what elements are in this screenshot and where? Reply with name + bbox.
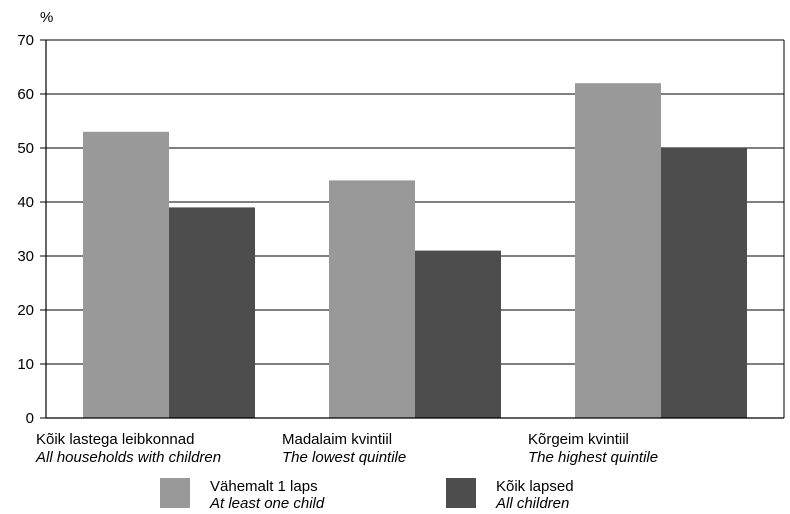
bar-series-1-category-2 [329,180,415,418]
y-tick-label: 10 [17,356,34,373]
legend-item-series-1: Vähemalt 1 laps At least one child [160,478,324,512]
legend-item-series-2: Kõik lapsed All children [446,478,574,512]
category-label-et: Kõik lastega leibkonnad [36,431,194,448]
y-tick-label: 20 [17,302,34,319]
category-label-et: Madalaim kvintiil [282,431,392,448]
legend-label-series-1-en: At least one child [210,495,325,512]
bar-series-2-category-1 [169,207,255,418]
y-tick-label: 40 [17,194,34,211]
category-label-en: All households with children [35,449,221,466]
bar-series-2-category-3 [661,148,747,418]
bar-series-2-category-2 [415,250,501,418]
y-tick-label: 60 [17,86,34,103]
category-label-en: The highest quintile [528,449,658,466]
bar-series-1-category-1 [83,131,169,419]
y-axis-unit-label: % [40,9,53,26]
y-tick-label: 50 [17,140,34,157]
axes [45,40,785,419]
y-tick-label: 30 [17,248,34,265]
y-tick-label: 0 [26,410,34,427]
legend-label-series-2-en: All children [496,495,570,512]
legend-swatch-series-1 [160,478,190,508]
legend-label-series-1-et: Vähemalt 1 laps [210,478,318,495]
category-label-et: Kõrgeim kvintiil [528,431,629,448]
bars [83,83,747,419]
legend-label-series-2-et: Kõik lapsed [496,478,574,495]
y-tick-label: 70 [17,32,34,49]
bar-series-1-category-3 [575,83,661,418]
category-label-en: The lowest quintile [282,449,406,466]
y-axis-ticks: 0 10 20 30 40 50 60 70 [17,32,46,427]
legend-swatch-series-2 [446,478,476,508]
